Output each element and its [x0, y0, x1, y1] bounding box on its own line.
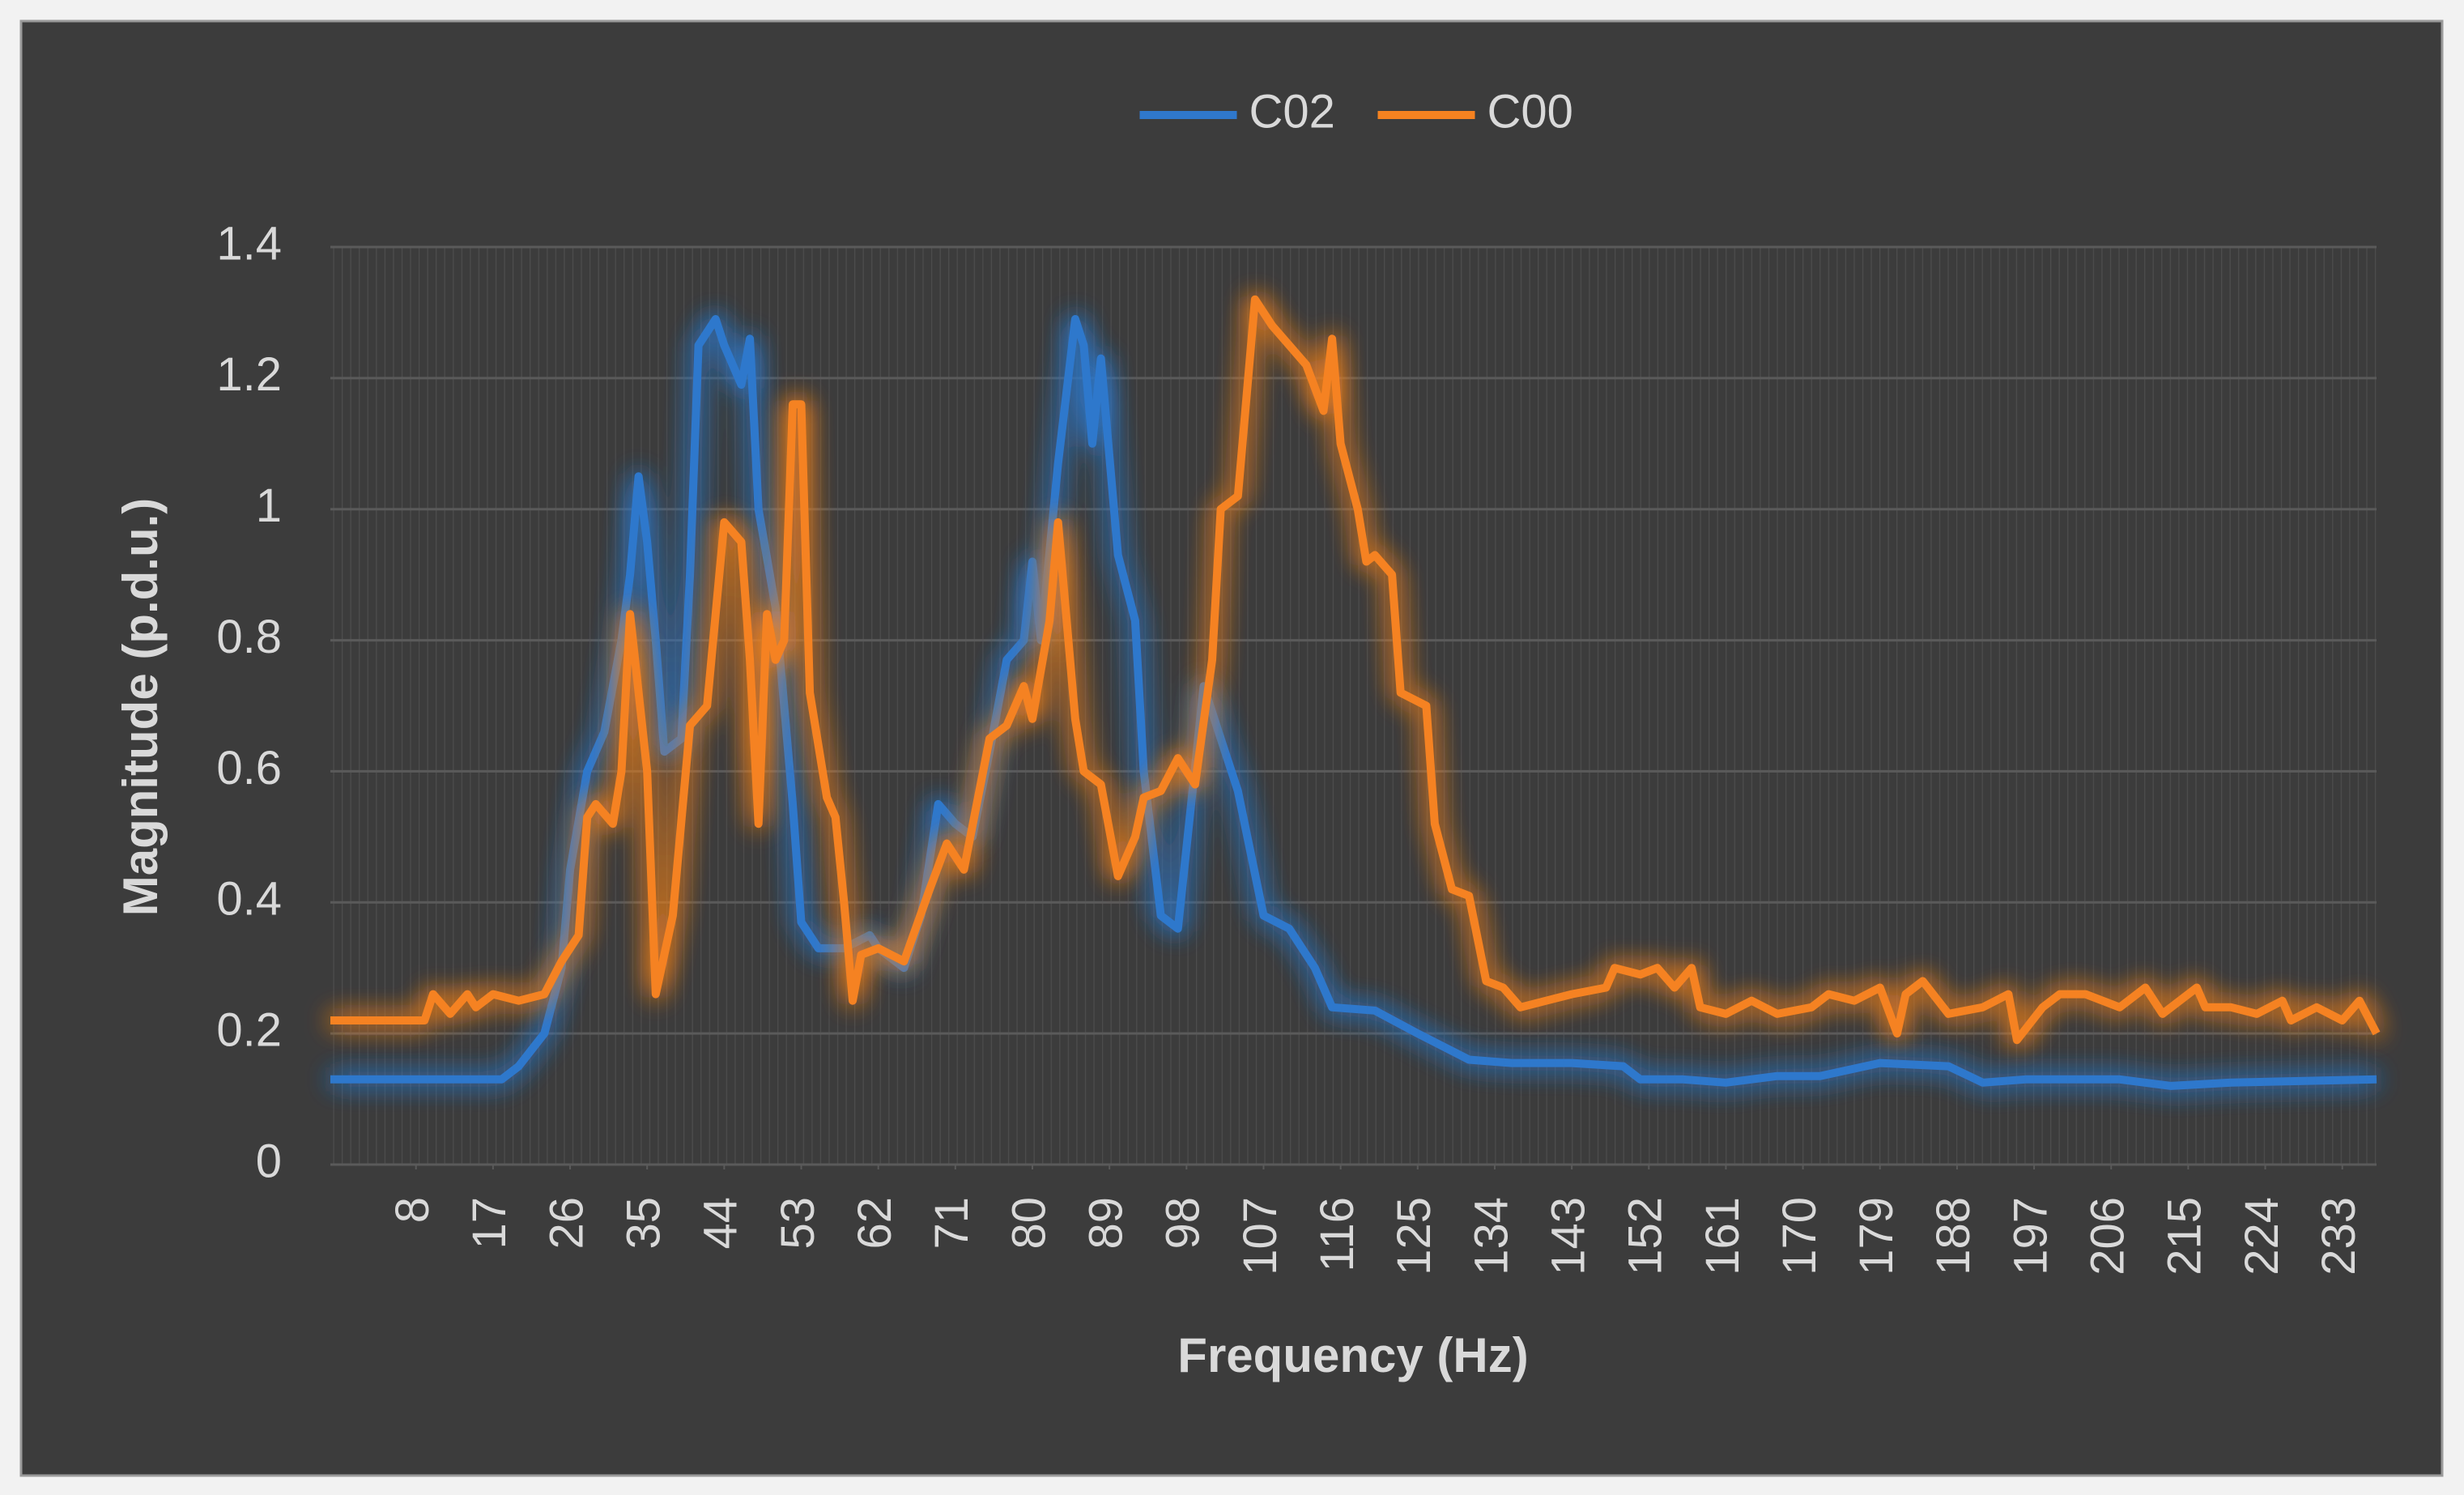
x-tick-label: 116 [1311, 1197, 1364, 1271]
x-tick-label: 80 [1002, 1197, 1055, 1250]
x-tick-label: 179 [1850, 1197, 1903, 1276]
x-tick-label: 89 [1079, 1197, 1132, 1250]
x-tick-label: 53 [772, 1197, 824, 1250]
x-tick-label: 188 [1927, 1197, 1980, 1276]
y-tick-label: 1.2 [216, 348, 282, 401]
y-tick-label: 0.8 [216, 611, 282, 663]
series-line [330, 295, 2381, 1045]
y-tick-label: 0 [256, 1135, 282, 1187]
x-tick-label: 197 [2004, 1197, 2057, 1276]
x-tick-label: 170 [1773, 1197, 1826, 1276]
x-tick-label: 17 [463, 1197, 516, 1250]
legend-label: C00 [1487, 85, 1573, 138]
x-tick-label: 44 [695, 1197, 747, 1250]
y-tick-label: 0.6 [216, 742, 282, 794]
y-tick-label: 0.4 [216, 873, 282, 926]
legend-label: C02 [1249, 85, 1335, 138]
x-tick-label: 161 [1696, 1197, 1749, 1276]
x-tick-label: 71 [926, 1197, 978, 1250]
x-tick-label: 98 [1157, 1197, 1210, 1250]
y-tick-label: 1 [256, 479, 282, 532]
x-tick-label: 224 [2236, 1197, 2288, 1276]
x-tick-label: 125 [1388, 1197, 1441, 1276]
x-tick-label: 8 [386, 1197, 439, 1223]
x-tick-label: 26 [540, 1197, 593, 1250]
series-line [330, 315, 2377, 1090]
y-tick-label: 0.2 [216, 1003, 282, 1056]
x-tick-label: 152 [1619, 1197, 1672, 1276]
x-tick-label: 35 [618, 1197, 670, 1250]
y-axis-title: Magnitude (p.d.u.) [113, 498, 168, 917]
legend: C02 C00 [1139, 85, 1573, 138]
x-axis-title: Frequency (Hz) [1177, 1328, 1528, 1382]
y-tick-label: 1.4 [216, 217, 282, 270]
x-tick-label: 62 [849, 1197, 901, 1250]
x-tick-label: 215 [2159, 1197, 2211, 1276]
x-tick-label: 134 [1465, 1197, 1517, 1276]
x-tick-label: 107 [1234, 1197, 1287, 1276]
x-tick-label: 143 [1542, 1197, 1594, 1276]
x-tick-label: 206 [2082, 1197, 2134, 1276]
x-tick-label: 233 [2313, 1197, 2365, 1276]
